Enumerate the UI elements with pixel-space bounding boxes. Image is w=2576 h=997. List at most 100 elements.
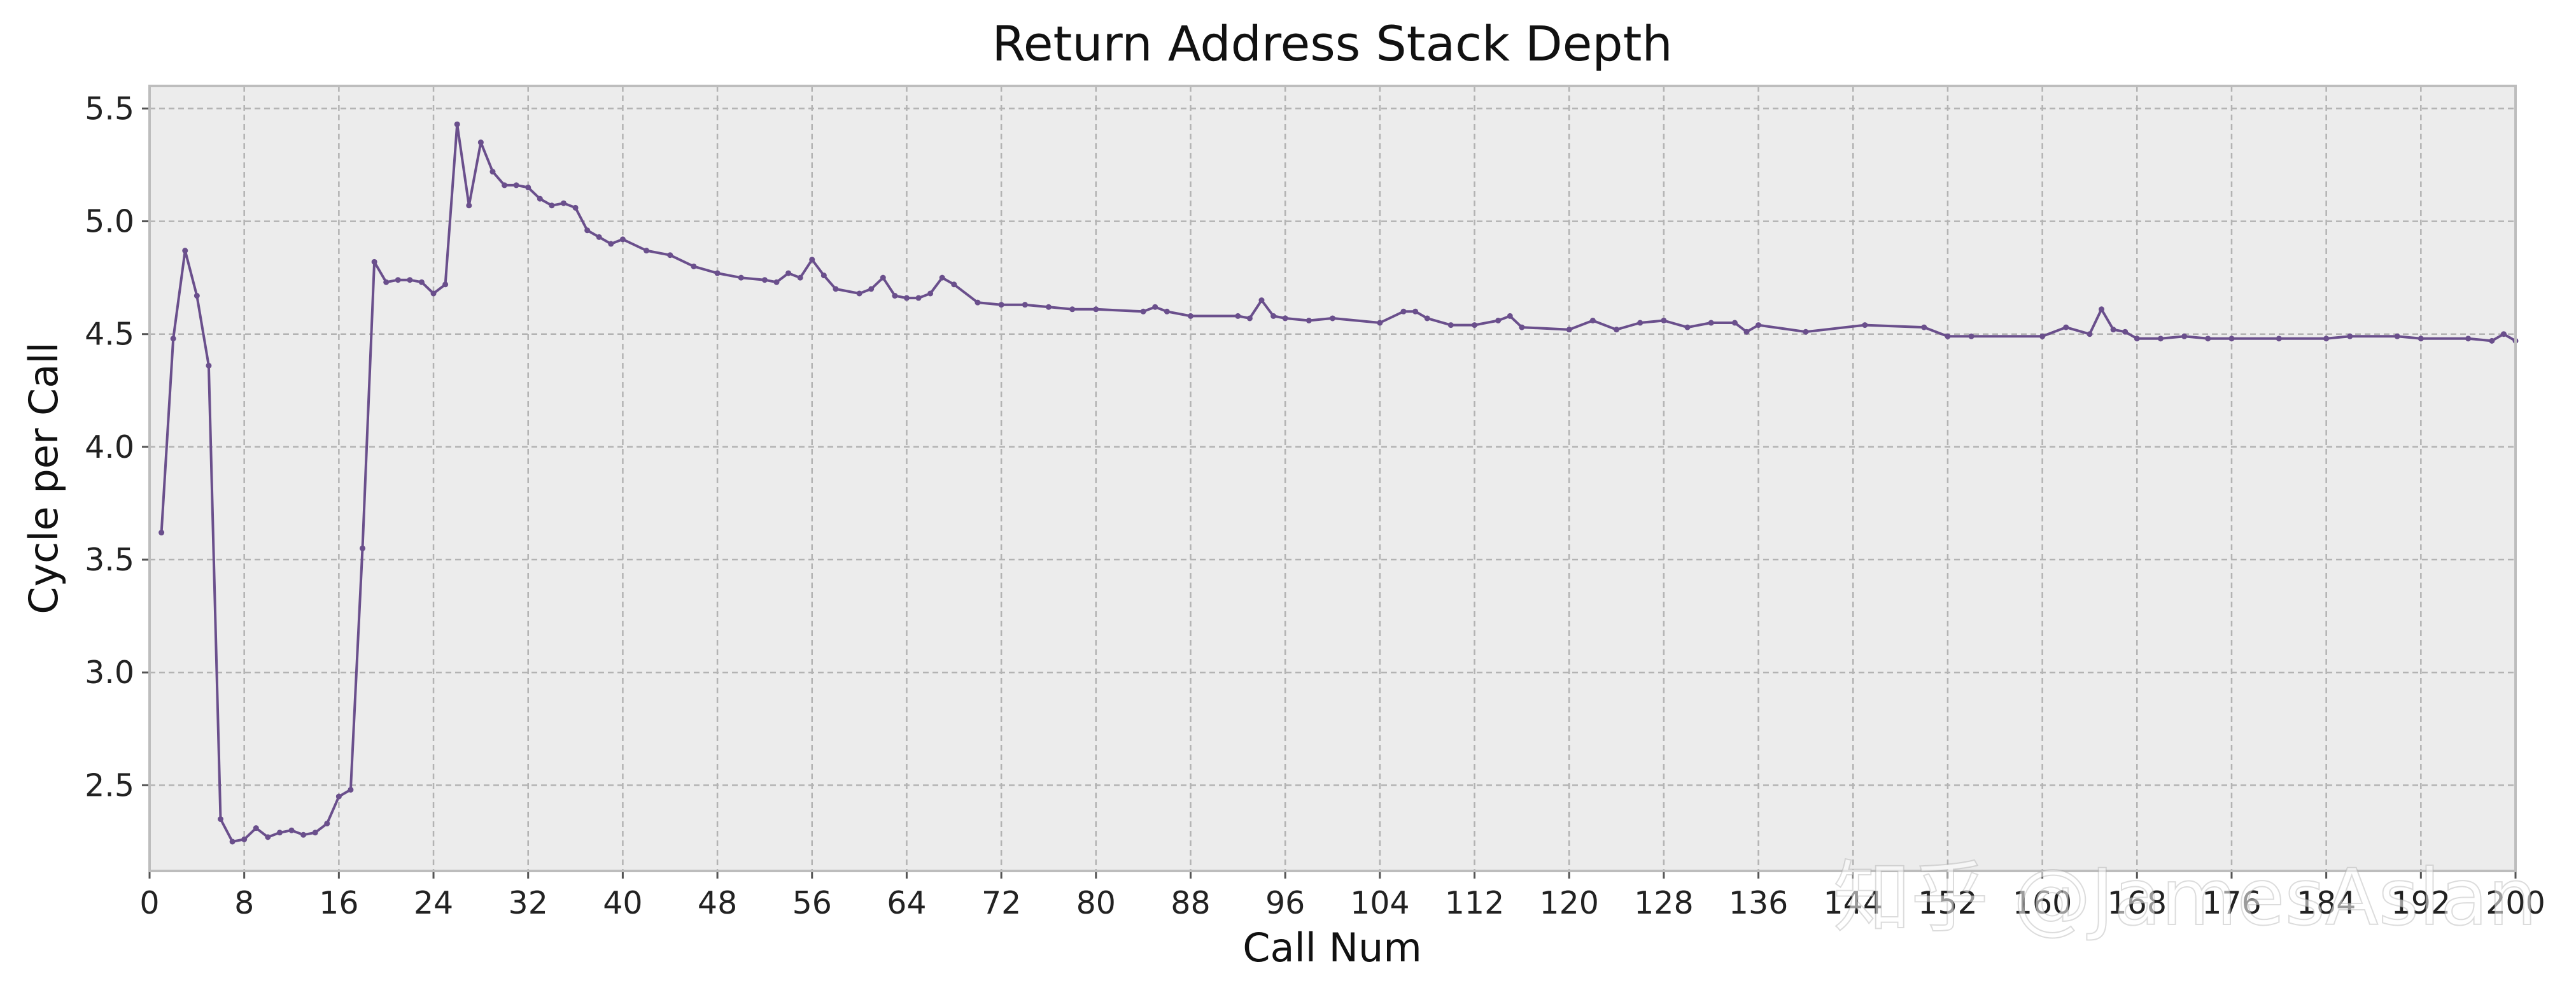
x-tick-label: 96 <box>1265 885 1305 921</box>
y-tick-label: 4.5 <box>85 316 134 353</box>
data-point <box>1258 297 1265 304</box>
data-point <box>939 274 945 281</box>
data-point <box>265 834 271 840</box>
y-tick-label: 5.0 <box>85 204 134 240</box>
data-point <box>1235 313 1241 319</box>
data-point <box>1270 313 1277 319</box>
x-tick-label: 104 <box>1350 885 1410 921</box>
data-point <box>833 286 839 292</box>
data-point <box>608 241 614 247</box>
data-point <box>324 821 330 827</box>
data-point <box>619 236 626 243</box>
watermark: 知乎 @JamesAslan <box>1833 852 2537 943</box>
x-tick-label: 32 <box>509 885 548 921</box>
x-tick-label: 88 <box>1171 885 1210 921</box>
data-point <box>667 252 673 258</box>
data-point <box>1684 324 1691 330</box>
data-point <box>1022 302 1028 308</box>
data-point <box>335 793 342 800</box>
data-point <box>253 825 259 831</box>
data-point <box>927 290 934 297</box>
data-point <box>1862 322 1868 329</box>
data-point <box>1708 320 1714 326</box>
x-tick-label: 176 <box>2202 885 2262 921</box>
data-point <box>502 182 508 188</box>
data-point <box>2157 336 2164 342</box>
data-point <box>1069 306 1076 313</box>
data-point <box>1661 317 1667 323</box>
data-point <box>785 270 792 276</box>
data-point <box>218 816 224 823</box>
data-point <box>477 139 484 146</box>
data-point <box>951 281 957 288</box>
y-tick-label: 4.0 <box>85 429 134 465</box>
data-point <box>1306 317 1312 323</box>
y-axis-label: Cycle per Call <box>20 342 67 614</box>
x-tick-label: 72 <box>982 885 1021 921</box>
data-point <box>300 831 307 838</box>
x-tick-label: 200 <box>2486 885 2545 921</box>
x-tick-label: 64 <box>887 885 926 921</box>
data-point <box>691 263 697 269</box>
data-point <box>1412 308 1419 315</box>
data-point <box>1187 313 1193 319</box>
data-point <box>276 830 283 836</box>
data-point <box>2465 336 2472 342</box>
data-point <box>1424 315 1430 322</box>
data-point <box>809 257 815 263</box>
data-point <box>2134 336 2140 342</box>
data-point <box>466 202 472 209</box>
data-point <box>1164 308 1170 315</box>
data-point <box>312 830 318 836</box>
data-point <box>797 274 803 281</box>
data-point <box>454 121 460 127</box>
data-point <box>206 362 212 369</box>
data-point <box>158 530 165 536</box>
x-tick-label: 160 <box>2013 885 2073 921</box>
data-point <box>489 169 496 175</box>
x-tick-labels: 0 8 16 24 32 40 48 56 64 72 80 88 96 104 112 120 128 136 1… <box>139 885 2545 921</box>
x-tick-label: 136 <box>1729 885 1789 921</box>
data-point <box>1637 320 1643 326</box>
data-point <box>1968 333 1974 339</box>
data-point <box>915 295 922 301</box>
x-tick-label: 0 <box>139 885 159 921</box>
data-point <box>1377 320 1383 326</box>
data-point <box>395 277 401 283</box>
data-point <box>644 248 650 254</box>
data-point <box>596 234 602 240</box>
data-point <box>241 836 248 842</box>
data-point <box>1045 304 1052 310</box>
data-point <box>2276 336 2282 342</box>
data-point <box>2205 336 2211 342</box>
data-point <box>2323 336 2330 342</box>
data-point <box>1472 322 1478 329</box>
data-point <box>880 274 886 281</box>
x-tick-label: 8 <box>234 885 254 921</box>
data-point <box>903 295 910 301</box>
x-axis-label: Call Num <box>1242 924 1422 971</box>
data-point <box>1246 315 1253 322</box>
data-point <box>892 293 898 299</box>
data-point <box>229 838 236 845</box>
data-point <box>1756 322 1762 329</box>
data-point <box>288 827 295 833</box>
data-point <box>761 277 768 283</box>
data-point <box>371 258 377 265</box>
data-point <box>773 279 780 285</box>
data-point <box>2181 333 2188 339</box>
data-points <box>158 121 2519 845</box>
x-tick-label: 192 <box>2391 885 2451 921</box>
data-point <box>348 786 354 793</box>
data-point <box>2063 324 2069 330</box>
x-tick-label: 152 <box>1918 885 1978 921</box>
data-point <box>182 248 188 254</box>
x-tick-label: 128 <box>1634 885 1694 921</box>
data-point <box>2110 327 2116 333</box>
data-point <box>1803 329 1809 335</box>
data-point <box>1495 317 1502 323</box>
data-point <box>549 202 555 209</box>
plot-frame <box>148 85 2517 872</box>
x-tick-label: 184 <box>2297 885 2356 921</box>
